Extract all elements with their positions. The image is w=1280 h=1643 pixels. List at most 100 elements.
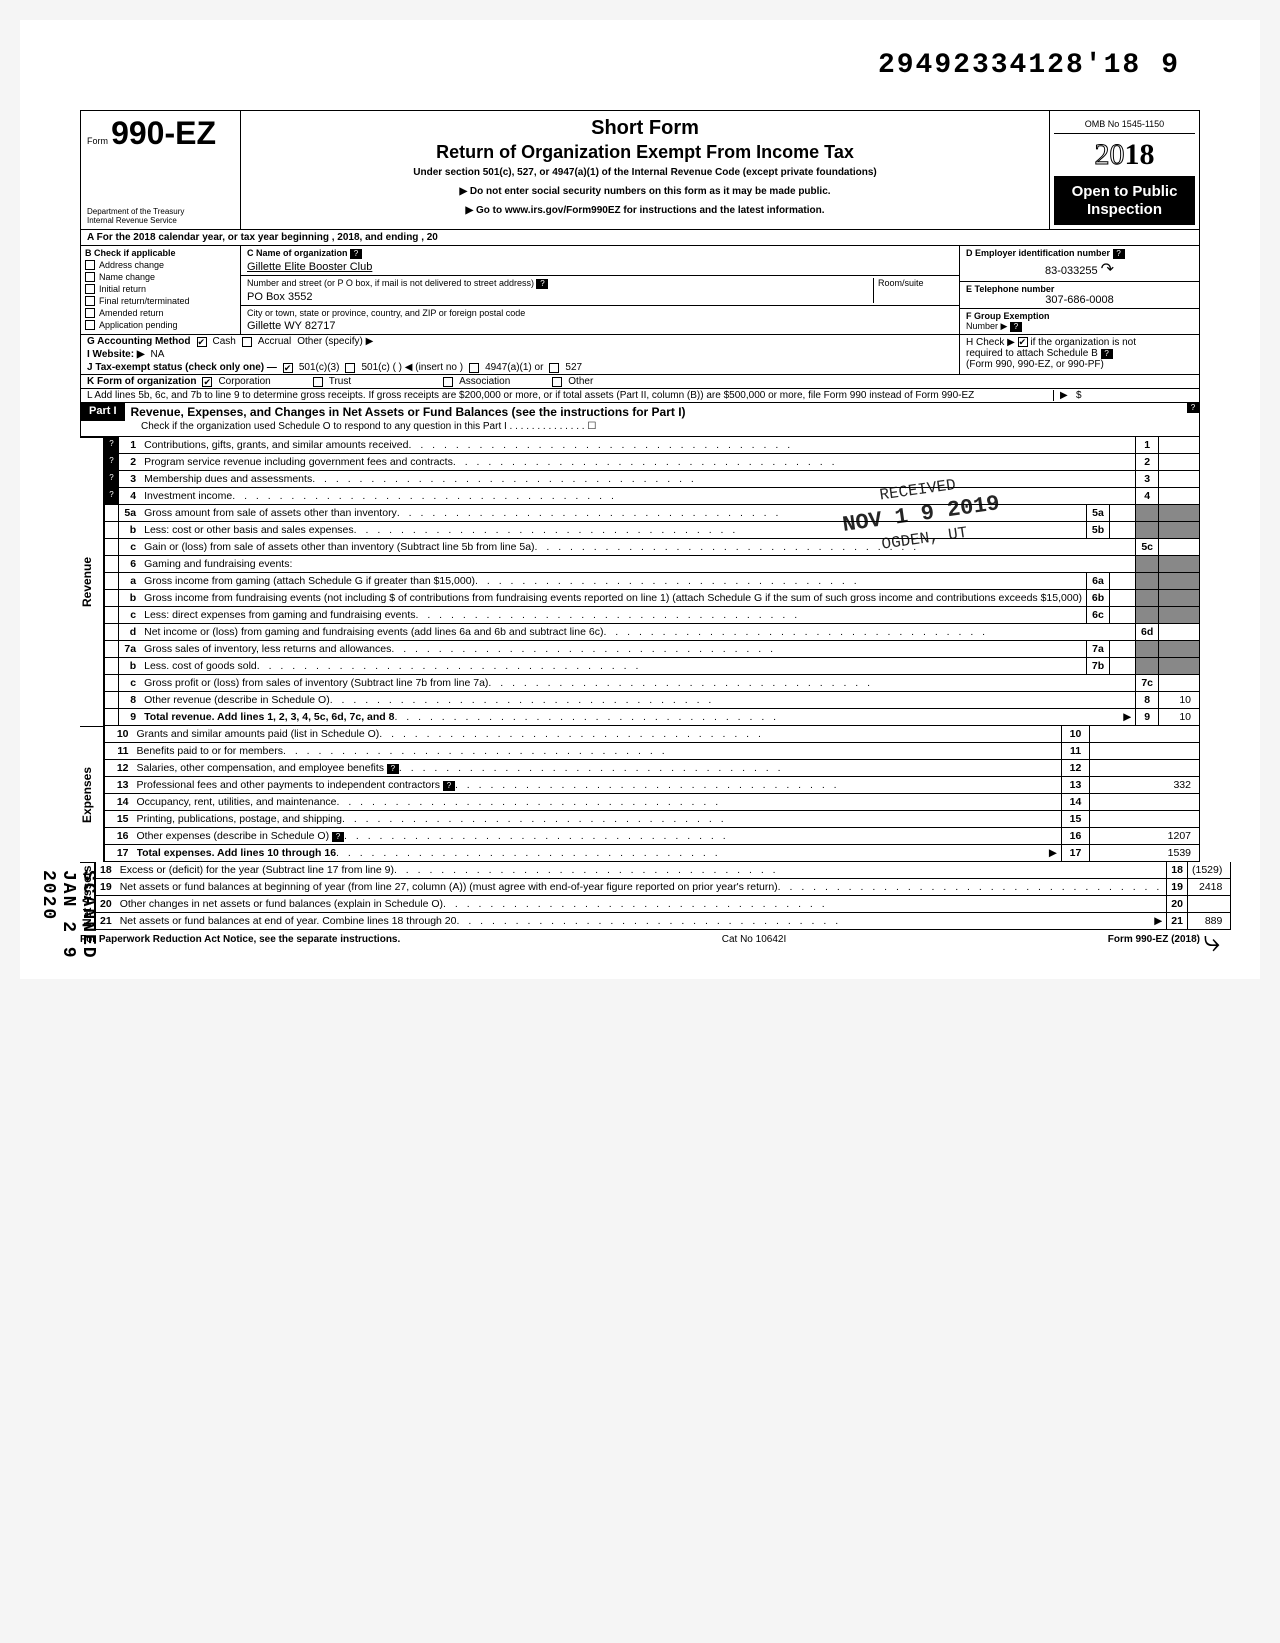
right-val[interactable]: 1539	[1090, 845, 1200, 862]
help-icon[interactable]: ?	[1113, 249, 1125, 259]
527-checkbox[interactable]	[549, 363, 559, 373]
form-header: Form 990-EZ Department of the Treasury I…	[80, 110, 1200, 230]
right-val[interactable]	[1158, 454, 1199, 471]
right-val[interactable]	[1158, 488, 1199, 505]
checkbox[interactable]	[85, 272, 95, 282]
right-val[interactable]: 1207	[1090, 828, 1200, 845]
association-checkbox[interactable]	[443, 377, 453, 387]
right-val	[1158, 590, 1199, 607]
help-icon[interactable]: ?	[1187, 403, 1199, 413]
right-num: 6d	[1136, 624, 1159, 641]
revenue-table: ?1Contributions, gifts, grants, and simi…	[104, 437, 1200, 726]
help-icon[interactable]: ?	[1101, 349, 1113, 359]
line-desc: Printing, publications, postage, and shi…	[133, 811, 1062, 828]
help-icon[interactable]: ?	[443, 781, 455, 791]
right-val[interactable]	[1158, 624, 1199, 641]
checkbox[interactable]	[85, 320, 95, 330]
line-number: 7a	[118, 641, 140, 658]
line-row: ?1Contributions, gifts, grants, and simi…	[105, 437, 1200, 454]
line-desc: Membership dues and assessments	[140, 471, 1136, 488]
checkbox[interactable]	[85, 284, 95, 294]
inline-box-val[interactable]	[1109, 505, 1135, 522]
help-icon[interactable]: ?	[387, 764, 399, 774]
inline-box-val[interactable]	[1109, 658, 1135, 675]
website-note: ▶ Go to www.irs.gov/Form990EZ for instru…	[251, 205, 1039, 216]
other-checkbox[interactable]	[552, 377, 562, 387]
right-val[interactable]	[1158, 675, 1199, 692]
help-icon[interactable]: ?	[105, 454, 119, 471]
help-icon[interactable]: ?	[105, 437, 119, 454]
right-val[interactable]	[1090, 726, 1200, 743]
short-form-title: Short Form	[251, 117, 1039, 140]
row-i: I Website: ▶ NA	[81, 348, 959, 361]
right-val[interactable]	[1090, 794, 1200, 811]
501c-checkbox[interactable]	[345, 363, 355, 373]
right-val[interactable]	[1158, 437, 1199, 454]
help-icon[interactable]: ?	[1010, 322, 1022, 332]
right-val[interactable]	[1090, 760, 1200, 777]
trust-checkbox[interactable]	[313, 377, 323, 387]
right-val[interactable]	[1090, 743, 1200, 760]
right-val[interactable]	[1090, 811, 1200, 828]
right-val	[1158, 641, 1199, 658]
help-icon[interactable]: ?	[332, 832, 344, 842]
checkbox[interactable]	[85, 260, 95, 270]
inline-box-val[interactable]	[1109, 590, 1135, 607]
line-row: aGross income from gaming (attach Schedu…	[105, 573, 1200, 590]
checkbox[interactable]	[85, 296, 95, 306]
omb-number: OMB No 1545-1150	[1054, 115, 1195, 134]
501c3-checkbox[interactable]	[283, 363, 293, 373]
inline-box-val[interactable]	[1109, 522, 1135, 539]
right-num: 9	[1136, 709, 1159, 726]
inline-box-val[interactable]	[1109, 641, 1135, 658]
cash-checkbox[interactable]	[197, 337, 207, 347]
line-desc: Net assets or fund balances at beginning…	[116, 879, 1167, 896]
line-number: 5a	[118, 505, 140, 522]
line-desc: Gross amount from sale of assets other t…	[140, 505, 1086, 522]
right-val	[1158, 505, 1199, 522]
org-city: Gillette WY 82717	[247, 320, 953, 332]
help-icon[interactable]: ?	[105, 488, 119, 505]
corporation-checkbox[interactable]	[202, 377, 212, 387]
line-desc: Net assets or fund balances at end of ye…	[116, 913, 1167, 930]
line-desc: Professional fees and other payments to …	[133, 777, 1062, 794]
right-val[interactable]: 10	[1158, 709, 1199, 726]
right-num	[1136, 641, 1159, 658]
help-icon[interactable]: ?	[350, 249, 362, 259]
org-name: Gillette Elite Booster Club	[247, 261, 953, 273]
right-num: 2	[1136, 454, 1159, 471]
right-val[interactable]: (1529)	[1187, 862, 1230, 879]
accrual-checkbox[interactable]	[242, 337, 252, 347]
org-info-block: B Check if applicable Address changeName…	[80, 246, 1200, 335]
checkbox[interactable]	[85, 308, 95, 318]
inline-box-val[interactable]	[1109, 607, 1135, 624]
line-number: a	[118, 573, 140, 590]
right-val[interactable]: 332	[1090, 777, 1200, 794]
help-icon[interactable]: ?	[105, 471, 119, 488]
line-number: 10	[105, 726, 133, 743]
4947-checkbox[interactable]	[469, 363, 479, 373]
row-h: H Check ▶ if the organization is not req…	[959, 335, 1199, 374]
line-number: 19	[96, 879, 116, 896]
line-number: d	[118, 624, 140, 641]
section-c: C Name of organization ? Gillette Elite …	[241, 246, 959, 334]
help-icon[interactable]: ?	[536, 279, 548, 289]
right-val[interactable]: 10	[1158, 692, 1199, 709]
right-num	[1136, 658, 1159, 675]
line-number: c	[118, 607, 140, 624]
help-icon	[105, 539, 119, 556]
line-number: 9	[118, 709, 140, 726]
right-val[interactable]: 2418	[1187, 879, 1230, 896]
right-val[interactable]	[1187, 896, 1230, 913]
right-val[interactable]	[1158, 539, 1199, 556]
line-number: 21	[96, 913, 116, 930]
line-row: 18Excess or (deficit) for the year (Subt…	[96, 862, 1231, 879]
right-num: 4	[1136, 488, 1159, 505]
line-desc: Total expenses. Add lines 10 through 16 …	[133, 845, 1062, 862]
inline-box-val[interactable]	[1109, 573, 1135, 590]
row-a-calendar-year: A For the 2018 calendar year, or tax yea…	[80, 230, 1200, 246]
header-left: Form 990-EZ Department of the Treasury I…	[81, 111, 241, 229]
header-right: OMB No 1545-1150 2018 Open to Public Ins…	[1049, 111, 1199, 229]
right-val[interactable]	[1158, 471, 1199, 488]
schedule-b-checkbox[interactable]	[1018, 337, 1028, 347]
